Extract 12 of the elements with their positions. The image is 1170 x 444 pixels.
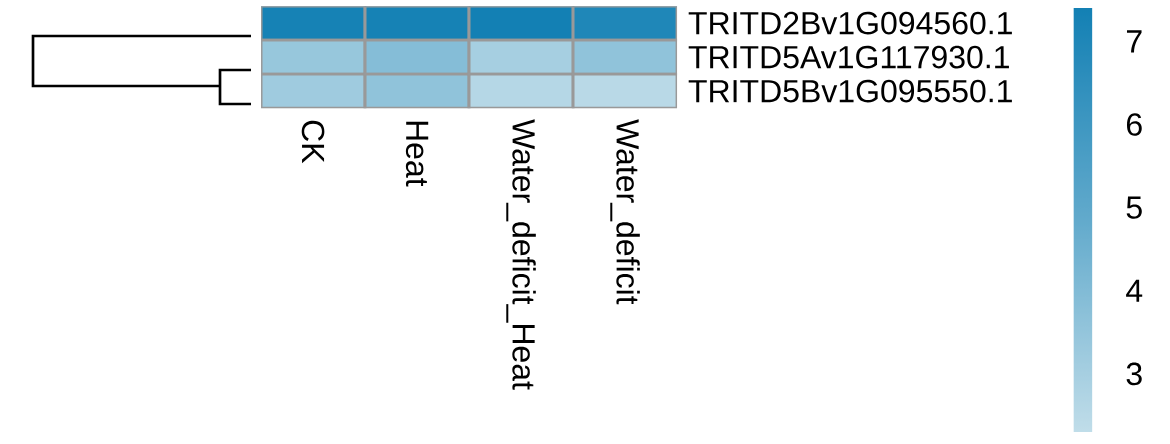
- color-bar-label: 5: [1126, 196, 1142, 219]
- x-tick-label: Water_deficit_Heat: [506, 119, 536, 390]
- y-tick-label: TRITD5Av1G117930.1: [688, 45, 1009, 69]
- x-tick-label: CK: [301, 120, 325, 164]
- color-bar-label: 3: [1126, 362, 1142, 386]
- y-tick-label: TRITD2Bv1G094560.1: [688, 11, 1012, 35]
- color-bar-label: 7: [1126, 30, 1142, 53]
- color-bar-label: 6: [1126, 113, 1142, 136]
- color-bar-label: 4: [1126, 279, 1143, 302]
- x-tick-label: Heat: [405, 121, 429, 187]
- y-tick-label: TRITD5Bv1G095550.1: [688, 79, 1012, 103]
- x-tick-label: Water_deficit: [610, 119, 640, 305]
